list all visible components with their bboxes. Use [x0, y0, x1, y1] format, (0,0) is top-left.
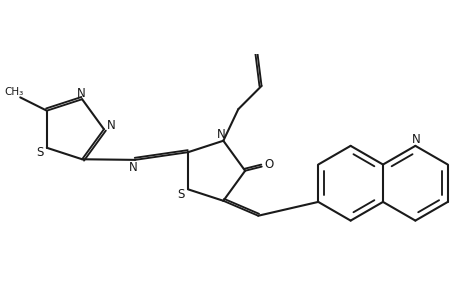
Text: N: N	[107, 119, 116, 132]
Text: N: N	[129, 161, 138, 174]
Text: S: S	[36, 146, 44, 159]
Text: N: N	[411, 133, 420, 146]
Text: N: N	[217, 128, 225, 141]
Text: S: S	[177, 188, 184, 201]
Text: N: N	[77, 87, 85, 100]
Text: O: O	[264, 158, 273, 172]
Text: CH₃: CH₃	[4, 87, 23, 97]
